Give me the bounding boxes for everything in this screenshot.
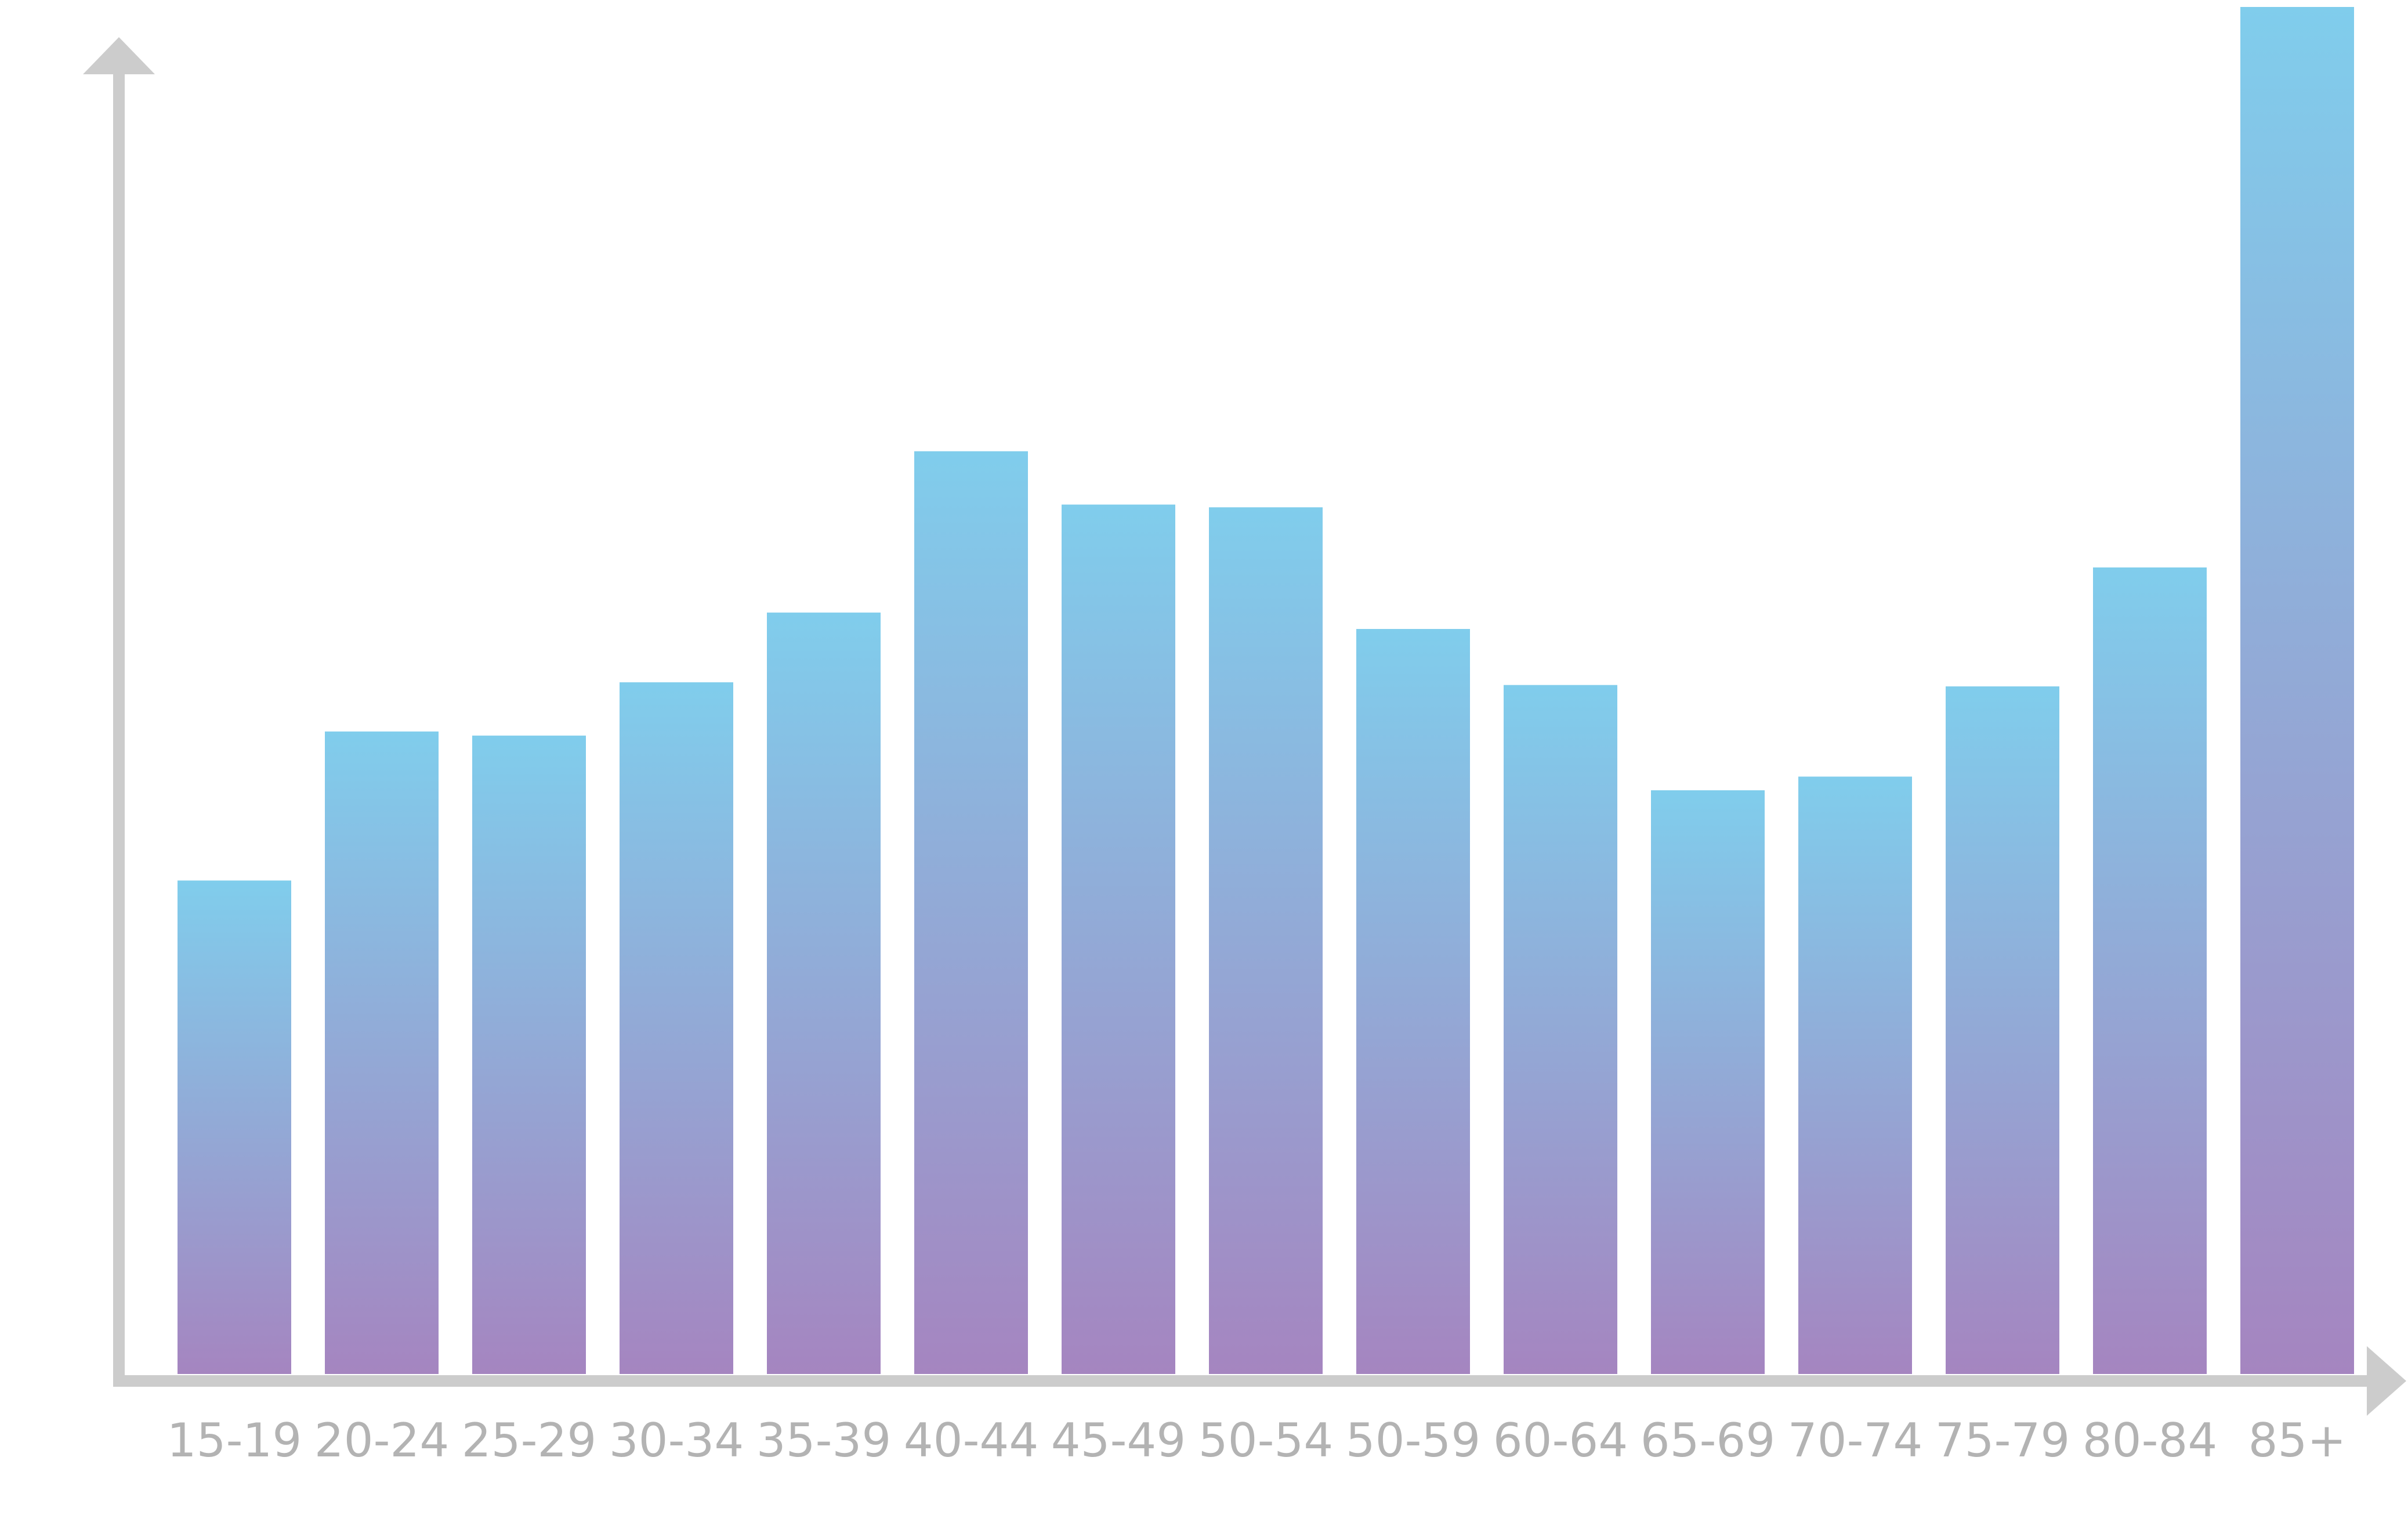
x-tick-label: 80-84 xyxy=(2083,1413,2217,1467)
x-tick-label: 35-39 xyxy=(756,1413,891,1467)
bar-20-24 xyxy=(325,731,439,1374)
y-axis-arrow-icon xyxy=(83,37,155,74)
bar-80-84 xyxy=(2093,567,2207,1375)
x-axis-arrow-icon xyxy=(2367,1346,2406,1416)
bar-30-34 xyxy=(620,682,733,1374)
x-tick-label: 25-29 xyxy=(462,1413,596,1467)
bar-50-59 xyxy=(1356,628,1470,1374)
bar-60-64 xyxy=(1504,685,1617,1374)
bar-40-44 xyxy=(914,451,1028,1375)
x-tick-label: 50-54 xyxy=(1198,1413,1333,1467)
x-tick-label: 40-44 xyxy=(904,1413,1038,1467)
bar-65-69 xyxy=(1651,790,1765,1374)
x-tick-label: 15-19 xyxy=(167,1413,302,1467)
bar-25-29 xyxy=(472,735,586,1374)
bar-35-39 xyxy=(767,612,881,1374)
x-tick-label: 70-74 xyxy=(1788,1413,1922,1467)
bar-45-49 xyxy=(1062,504,1175,1374)
bar-75-79 xyxy=(1946,686,2059,1374)
bar-50-54 xyxy=(1209,507,1323,1374)
x-tick-label: 45-49 xyxy=(1051,1413,1186,1467)
x-tick-label: 65-69 xyxy=(1641,1413,1775,1467)
x-tick-label: 20-24 xyxy=(314,1413,449,1467)
x-tick-label: 75-79 xyxy=(1935,1413,2070,1467)
x-tick-labels: 15-19 20-24 25-29 30-34 35-39 40-44 45-49 50-54… xyxy=(167,1413,2347,1467)
bar-15-19 xyxy=(178,880,291,1374)
bar-85+ xyxy=(2240,7,2354,1374)
x-tick-label: 60-64 xyxy=(1493,1413,1628,1467)
x-tick-label: 50-59 xyxy=(1346,1413,1480,1467)
bar-70-74 xyxy=(1798,776,1912,1374)
axes-group xyxy=(83,37,2406,1416)
x-tick-label: 85+ xyxy=(2248,1413,2347,1467)
x-tick-label: 30-34 xyxy=(609,1413,744,1467)
bars-group xyxy=(178,7,2354,1375)
